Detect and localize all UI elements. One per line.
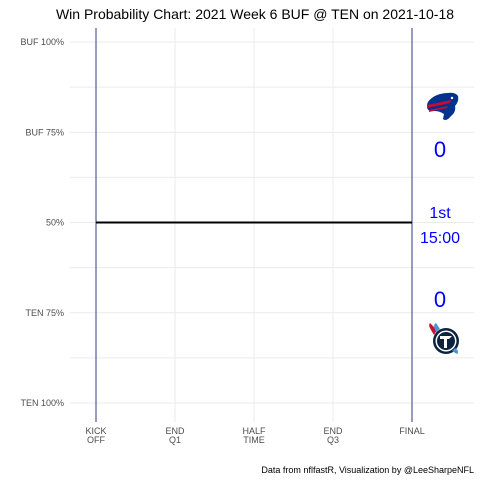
bills-logo-icon: [426, 92, 459, 120]
grid: [70, 28, 474, 422]
y-tick-label: BUF 75%: [25, 127, 64, 137]
away-score: 0: [434, 137, 446, 162]
quarter-label: 1st: [429, 205, 451, 222]
x-tick-label: END Q1: [165, 426, 185, 445]
x-tick-label: END Q3: [323, 426, 343, 445]
y-axis: BUF 100% BUF 75% 50% TEN 75% TEN 100%: [20, 37, 64, 408]
home-score: 0: [434, 287, 446, 312]
chart-caption: Data from nflfastR, Visualization by @Le…: [261, 465, 474, 475]
game-clock: 15:00: [420, 230, 460, 247]
y-tick-label: BUF 100%: [20, 37, 64, 47]
x-axis: KICK OFF END Q1 HALF TIME END Q3 FINAL: [85, 426, 424, 445]
titans-logo-icon: [429, 323, 459, 354]
game-boundaries: [95, 28, 413, 422]
y-tick-label: TEN 100%: [20, 398, 64, 408]
x-tick-label: FINAL: [399, 426, 425, 436]
chart-title: Win Probability Chart: 2021 Week 6 BUF @…: [56, 6, 454, 22]
x-tick-label: KICK OFF: [85, 426, 106, 445]
x-tick-label: HALF TIME: [242, 426, 266, 445]
y-tick-label: TEN 75%: [25, 308, 64, 318]
y-tick-label: 50%: [46, 218, 64, 228]
